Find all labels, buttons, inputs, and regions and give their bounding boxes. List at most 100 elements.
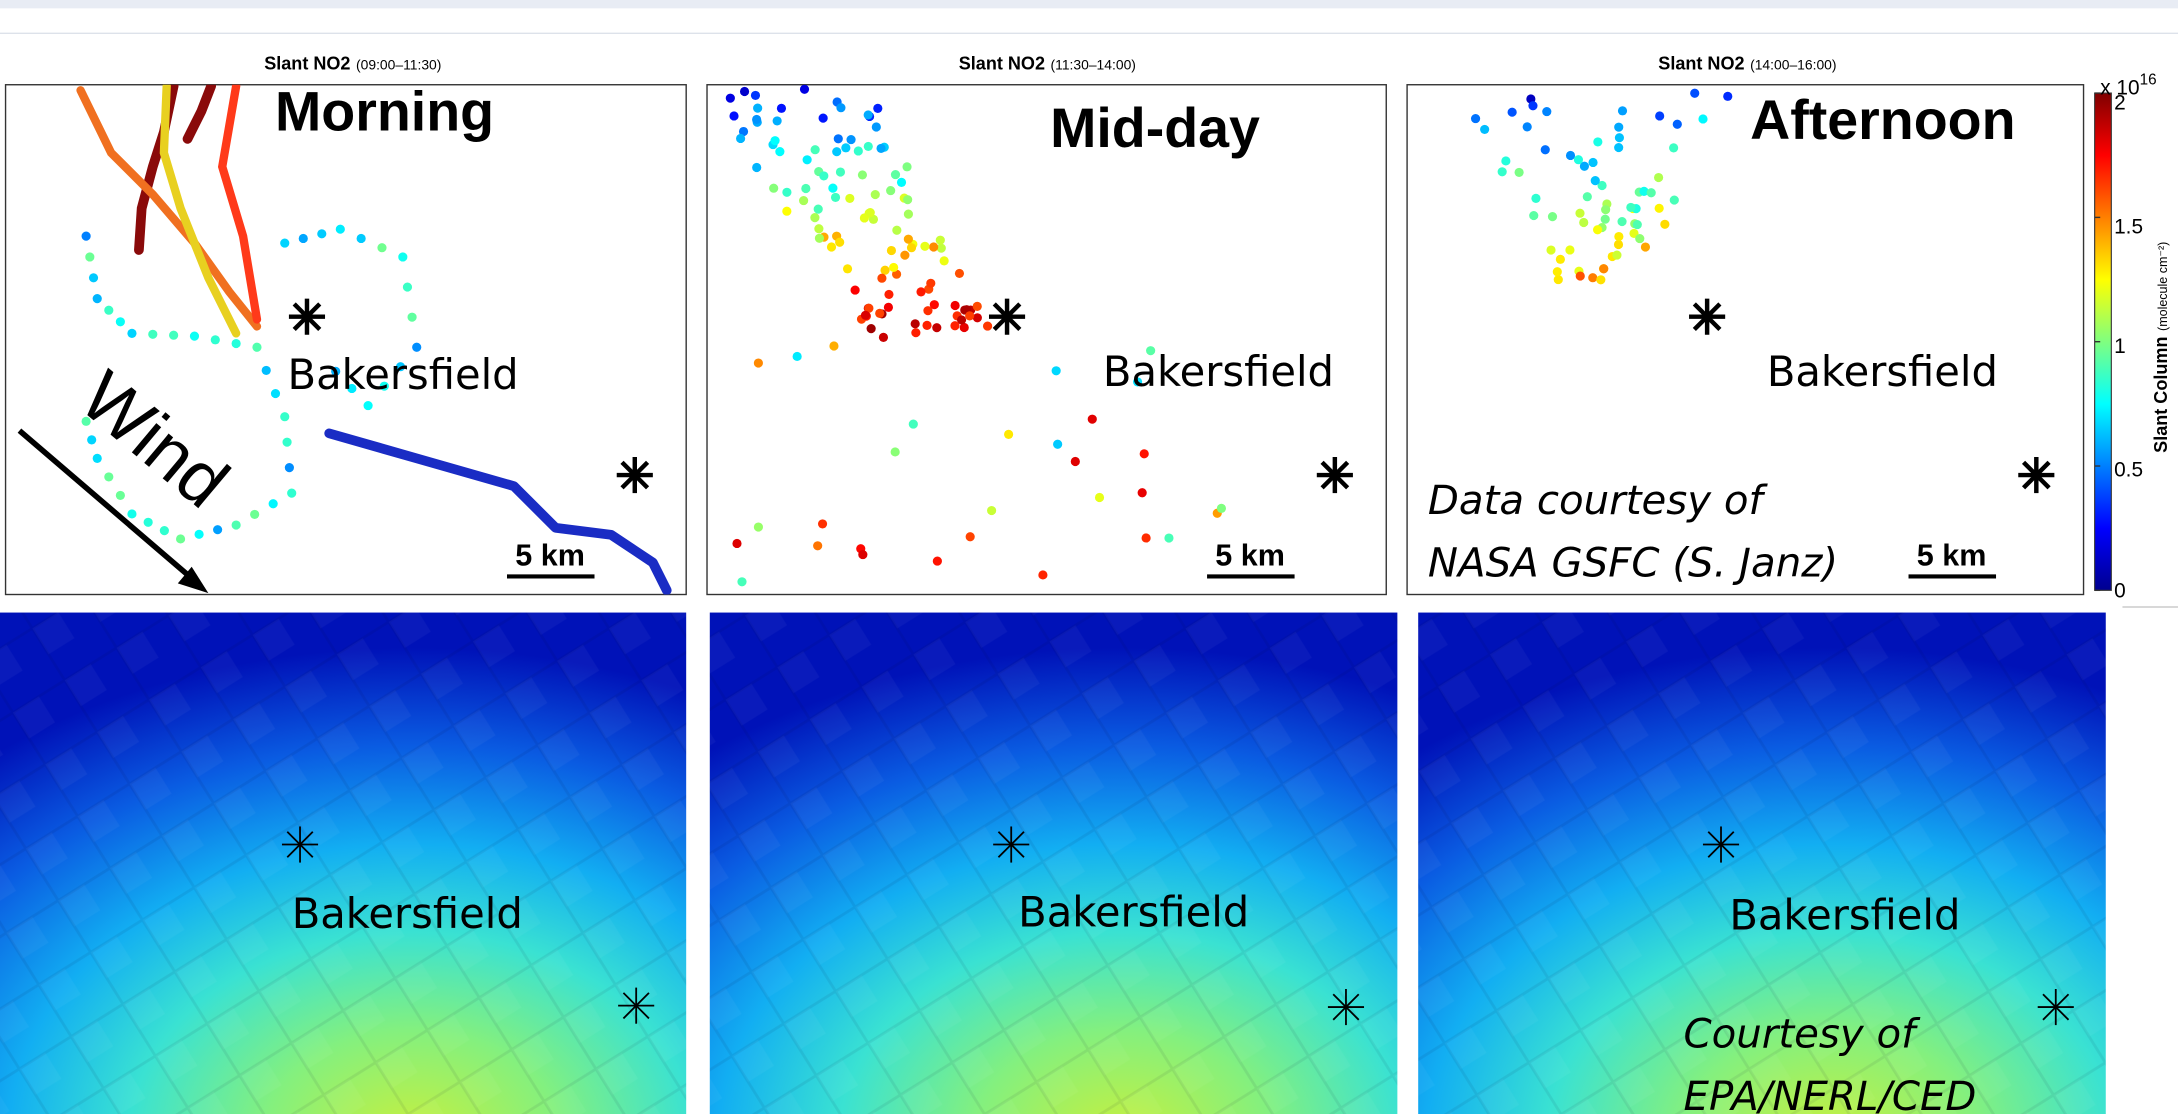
dot: [1548, 212, 1557, 221]
dot: [897, 178, 906, 187]
dot: [932, 323, 941, 332]
dot: [403, 282, 412, 291]
dot: [104, 472, 113, 481]
dot: [866, 208, 875, 217]
dot: [873, 104, 882, 113]
dot: [911, 319, 920, 328]
colorbar-tick-label: 0.5: [2114, 458, 2143, 481]
dot: [1670, 195, 1679, 204]
dot: [407, 313, 416, 322]
dot: [1528, 101, 1537, 110]
dot: [1579, 218, 1588, 227]
dot: [836, 167, 845, 176]
city-label: Bakersfield: [1103, 347, 1334, 396]
dot: [880, 266, 889, 275]
dot: [262, 366, 271, 375]
dot: [232, 339, 241, 348]
credit: Courtesy of: [1684, 1011, 1922, 1057]
dot: [814, 224, 823, 233]
dot: [1614, 143, 1623, 152]
dot: [127, 509, 136, 518]
dot: [740, 87, 749, 96]
dot: [1633, 220, 1642, 229]
dot: [1669, 143, 1678, 152]
dot: [271, 389, 280, 398]
dot: [213, 525, 222, 534]
dot: [845, 194, 854, 203]
dot: [800, 85, 809, 94]
dot: [886, 186, 895, 195]
colorbar-multiplier: x 1016: [2100, 72, 2156, 100]
dot: [828, 184, 837, 193]
time-label: Mid-day: [1050, 97, 1260, 159]
dot: [843, 264, 852, 273]
dot: [144, 518, 153, 527]
dot: [904, 235, 913, 244]
figure: Slant NO2(09:00–11:30) Slant NO2(11:30–1…: [0, 0, 2178, 1114]
dot: [811, 145, 820, 154]
dot: [1601, 205, 1610, 214]
time-label: Afternoon: [1750, 89, 2015, 151]
dot: [754, 358, 763, 367]
dot: [933, 556, 942, 565]
dot: [955, 269, 964, 278]
dot: [810, 213, 819, 222]
dot: [815, 234, 824, 243]
dot: [973, 302, 982, 311]
dot: [1673, 120, 1682, 129]
dot: [1554, 275, 1563, 284]
dot: [803, 155, 812, 164]
dot: [923, 306, 932, 315]
dot: [211, 335, 220, 344]
dot: [1635, 234, 1644, 243]
dot: [1576, 271, 1585, 280]
dot: [831, 193, 840, 202]
dot: [875, 309, 884, 318]
dot: [1575, 209, 1584, 218]
dot: [754, 522, 763, 531]
dot: [965, 311, 974, 320]
dot: [93, 454, 102, 463]
dot: [864, 142, 873, 151]
dot: [1723, 92, 1732, 101]
city-label: Bakersfield: [292, 889, 523, 938]
dot: [799, 196, 808, 205]
dot: [987, 506, 996, 515]
dot: [269, 499, 278, 508]
dot: [299, 234, 308, 243]
dot: [827, 242, 836, 251]
dot: [926, 279, 935, 288]
dot: [1617, 217, 1626, 226]
dot: [1052, 366, 1061, 375]
dot: [907, 243, 916, 252]
dot: [793, 352, 802, 361]
dot: [252, 343, 261, 352]
dot: [1566, 151, 1575, 160]
dot: [85, 252, 94, 261]
dot: [1588, 273, 1597, 282]
dot: [892, 226, 901, 235]
dot: [879, 333, 888, 342]
dot: [773, 116, 782, 125]
dot: [1515, 168, 1524, 177]
dot: [891, 170, 900, 179]
dot: [336, 225, 345, 234]
panel-title: Slant NO2(14:00–16:00): [1658, 53, 1836, 73]
dot: [357, 234, 366, 243]
dot: [902, 162, 911, 171]
dot: [287, 489, 296, 498]
dot: [753, 104, 762, 113]
dot: [867, 324, 876, 333]
dot: [752, 115, 761, 124]
dot: [116, 491, 125, 500]
dot: [1529, 211, 1538, 220]
dot: [854, 146, 863, 155]
dot: [1088, 415, 1097, 424]
dot: [93, 294, 102, 303]
dot: [82, 232, 91, 241]
dot: [769, 184, 778, 193]
dot: [819, 114, 828, 123]
dot: [1565, 245, 1574, 254]
dot: [1053, 440, 1062, 449]
dot: [836, 103, 845, 112]
